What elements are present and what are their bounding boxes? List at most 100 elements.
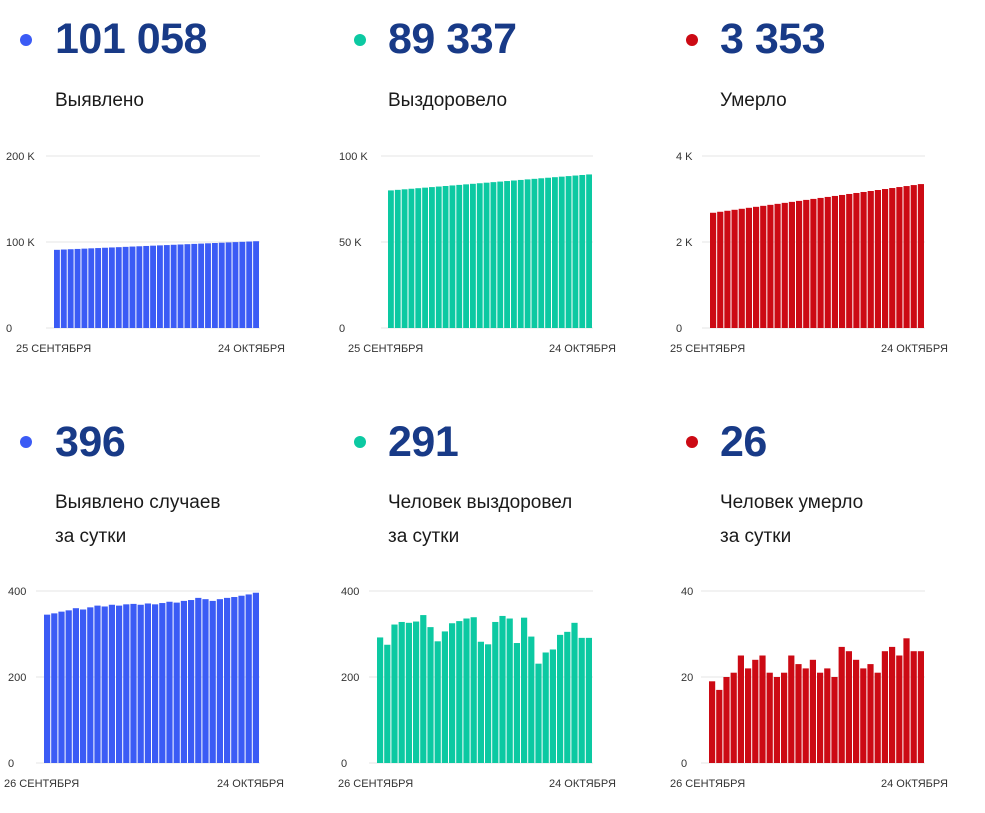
bar: [72, 608, 79, 763]
bar: [413, 621, 420, 763]
bar: [191, 243, 198, 328]
bar: [549, 649, 556, 763]
y-tick-label: 20: [681, 672, 693, 684]
bar: [521, 617, 528, 763]
bar: [860, 191, 867, 328]
bar: [889, 646, 896, 763]
bar: [571, 622, 578, 763]
x-end-label: 24 ОКТЯБРЯ: [217, 778, 284, 790]
panel-detected-total: 101 058 Выявлено: [0, 0, 320, 390]
bar: [796, 200, 803, 328]
bar: [538, 178, 545, 328]
bar: [867, 191, 874, 328]
bar: [170, 244, 177, 328]
y-tick-label: 0: [6, 323, 12, 335]
total-value: 89 337: [388, 15, 517, 63]
bar: [910, 185, 917, 328]
bar: [463, 184, 469, 328]
bar: [435, 186, 442, 328]
x-start-label: 26 СЕНТЯБРЯ: [670, 778, 745, 790]
total-label: Выявлено: [55, 84, 144, 118]
bar: [896, 655, 903, 763]
bar: [839, 194, 846, 328]
bar: [492, 621, 499, 763]
label-line: за сутки: [388, 526, 460, 547]
bar: [476, 183, 483, 328]
x-start-label: 26 СЕНТЯБРЯ: [4, 778, 79, 790]
label-line: Выявлено: [55, 90, 144, 111]
bar: [44, 614, 51, 763]
bar: [882, 189, 889, 328]
total-value: 3 353: [720, 15, 826, 63]
bar: [218, 242, 225, 328]
bar: [716, 689, 723, 763]
bar: [94, 605, 101, 763]
bar: [753, 206, 760, 328]
bar: [87, 607, 94, 763]
bar: [51, 613, 58, 763]
bar: [384, 644, 391, 763]
bar: [846, 193, 853, 328]
bar: [211, 243, 218, 328]
bar: [429, 187, 435, 328]
bar: [542, 652, 549, 763]
bar: [422, 187, 428, 328]
bar: [231, 597, 238, 763]
bar: [195, 597, 202, 763]
bar: [398, 621, 405, 763]
bar: [903, 186, 910, 328]
bar: [578, 637, 585, 763]
bar: [456, 184, 463, 328]
bar: [427, 627, 434, 763]
bar: [188, 600, 195, 763]
bar: [565, 176, 572, 328]
bar: [405, 622, 412, 763]
bar: [54, 249, 60, 328]
bar: [377, 637, 384, 763]
bar: [88, 248, 95, 328]
bar: [434, 641, 441, 763]
bar: [824, 668, 831, 763]
bar: [137, 604, 144, 763]
bar: [122, 246, 129, 328]
bar: [853, 192, 860, 328]
bar: [738, 208, 745, 328]
bar: [896, 187, 903, 328]
bar: [788, 655, 795, 763]
bar: [579, 174, 586, 328]
panel-recovered-daily: 291 Человек выздоровел за сутки: [333, 408, 653, 798]
bar: [853, 659, 860, 763]
x-end-label: 24 ОКТЯБРЯ: [549, 778, 616, 790]
bar: [723, 677, 730, 763]
bar: [58, 611, 65, 763]
bar: [101, 606, 108, 763]
bar: [391, 624, 398, 763]
bar: [485, 644, 492, 763]
daily-label: Человек умерло за сутки: [720, 486, 863, 554]
bar: [159, 603, 166, 763]
daily-label: Выявлено случаев за сутки: [55, 486, 220, 554]
bar: [881, 651, 888, 763]
y-tick-label: 2 K: [676, 237, 693, 249]
bar: [552, 177, 558, 328]
label-line: Выздоровело: [388, 90, 508, 111]
bar: [441, 631, 448, 763]
bar: [67, 249, 74, 328]
bar: [564, 631, 571, 763]
bar: [731, 209, 738, 328]
label-line: Человек выздоровел: [388, 492, 573, 513]
y-tick-label: 0: [681, 758, 687, 770]
bar: [774, 203, 781, 328]
x-end-label: 24 ОКТЯБРЯ: [881, 343, 948, 355]
bar: [173, 602, 180, 763]
total-value: 101 058: [55, 15, 207, 63]
bar: [511, 180, 517, 328]
y-tick-label: 200: [341, 672, 359, 684]
bar: [415, 188, 422, 328]
y-tick-label: 0: [339, 323, 345, 335]
panel-deaths-daily: 26 Человек умерло за сутки: [665, 408, 985, 798]
x-start-label: 25 СЕНТЯБРЯ: [670, 343, 745, 355]
bar: [513, 643, 520, 763]
